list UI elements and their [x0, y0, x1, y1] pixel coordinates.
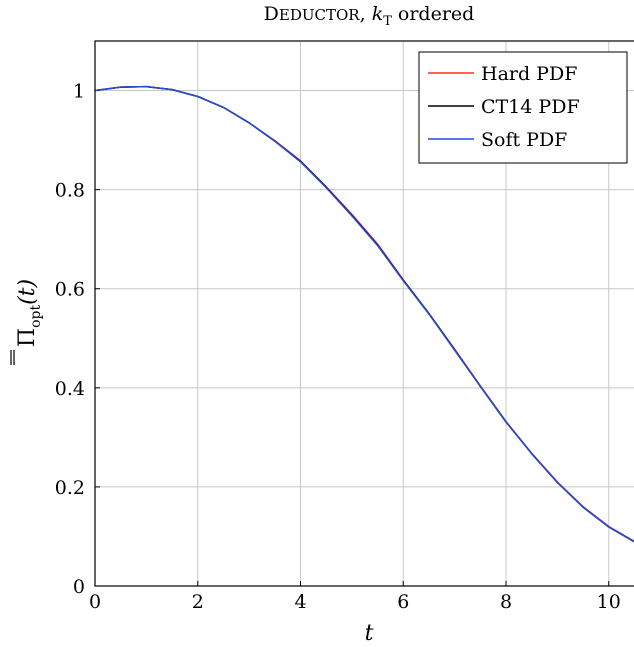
legend: Hard PDF CT14 PDF Soft PDF: [418, 51, 628, 164]
x-tick-label: 10: [597, 591, 621, 613]
series-line-soft-pdf: [95, 85, 634, 543]
y-tick-label: 0.8: [55, 180, 85, 202]
y-tick-label: 0.6: [55, 279, 85, 301]
title-small-caps: EDUCTOR: [279, 6, 360, 24]
title-k: k: [372, 3, 384, 25]
legend-box: [418, 51, 628, 164]
y-axis-title: Πopt(t): [10, 279, 44, 365]
legend-label: CT14 PDF: [481, 96, 580, 118]
x-tick-label: 4: [294, 591, 306, 613]
tick-labels: 0 2 4 6 8 10 0 0.2 0.4 0.6 0.8 1: [55, 81, 621, 613]
y-title-pi: Π: [15, 328, 40, 347]
svg-text:Πopt(t): Πopt(t): [15, 279, 44, 347]
x-tick-label: 6: [397, 591, 409, 613]
x-tick-label: 8: [500, 591, 512, 613]
series-lines: [95, 85, 634, 543]
x-axis-title: t: [365, 621, 374, 646]
y-title-sub: opt: [28, 305, 44, 328]
plot-frame: [94, 40, 634, 587]
y-title-arg: (t): [15, 279, 40, 305]
x-tick-label: 0: [89, 591, 101, 613]
title-first-letter: D: [264, 3, 279, 25]
y-tick-label: 0: [73, 576, 85, 598]
title-tail: ordered: [392, 3, 474, 25]
x-tick-label: 2: [192, 591, 204, 613]
title-k-subscript: T: [383, 14, 392, 29]
y-tick-label: 0.4: [55, 378, 85, 400]
legend-label: Soft PDF: [481, 129, 567, 151]
title-comma: ,: [360, 3, 366, 25]
y-tick-label: 1: [73, 81, 85, 103]
chart-title: DEDUCTOR, kT ordered: [264, 3, 475, 29]
legend-label: Hard PDF: [481, 63, 577, 85]
y-tick-label: 0.2: [55, 477, 85, 499]
